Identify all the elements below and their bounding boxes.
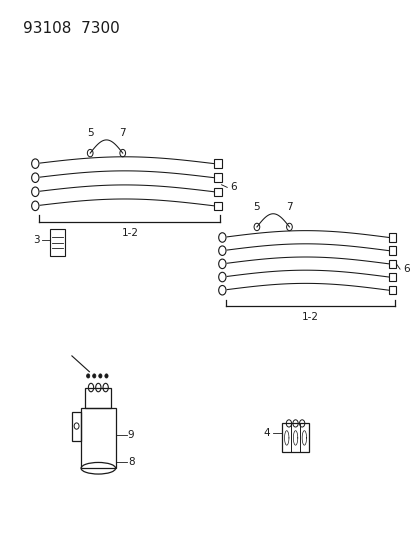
Text: 93108  7300: 93108 7300 <box>23 21 120 36</box>
Text: 1-2: 1-2 <box>121 228 138 238</box>
Text: 9: 9 <box>128 430 134 440</box>
Text: 5: 5 <box>87 128 93 139</box>
Text: 7: 7 <box>119 128 126 139</box>
Text: 4: 4 <box>263 427 270 438</box>
Circle shape <box>86 374 90 378</box>
Circle shape <box>99 374 102 378</box>
Bar <box>214 201 221 210</box>
Bar <box>388 286 395 294</box>
Circle shape <box>93 374 96 378</box>
Text: 3: 3 <box>33 235 39 245</box>
Circle shape <box>104 374 108 378</box>
Bar <box>388 233 395 241</box>
Bar <box>214 174 221 182</box>
Text: 8: 8 <box>128 457 134 467</box>
Bar <box>214 159 221 168</box>
Bar <box>282 423 308 453</box>
Bar <box>388 246 395 255</box>
Bar <box>214 188 221 196</box>
Text: 5: 5 <box>253 202 260 212</box>
Text: 1-2: 1-2 <box>301 312 318 322</box>
Text: 6: 6 <box>230 182 237 192</box>
Bar <box>388 260 395 268</box>
Bar <box>85 387 111 408</box>
Text: 6: 6 <box>402 264 409 274</box>
Bar <box>72 411 81 441</box>
Bar <box>50 229 65 256</box>
Bar <box>81 408 115 469</box>
Text: 7: 7 <box>285 202 292 212</box>
Bar <box>388 273 395 281</box>
